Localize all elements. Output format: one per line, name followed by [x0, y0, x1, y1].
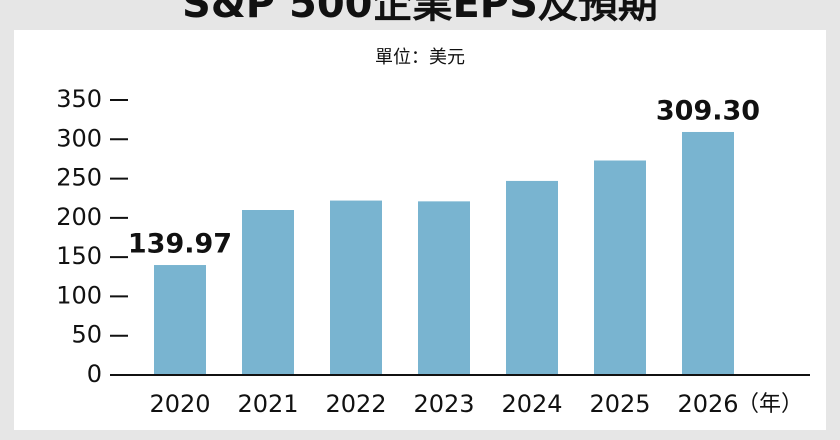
- x-tick-label: 2026: [677, 390, 738, 418]
- bar: [330, 200, 382, 375]
- x-tick-label: 2021: [237, 390, 298, 418]
- chart-title: S&P 500企業EPS及預期: [182, 0, 658, 27]
- y-tick-label: 350: [56, 85, 102, 113]
- value-label: 309.30: [656, 95, 760, 126]
- x-tick-label: 2022: [325, 390, 386, 418]
- x-axis-label: （年）: [737, 392, 803, 417]
- y-tick-label: 100: [56, 281, 102, 309]
- y-tick-label: 50: [71, 321, 102, 349]
- y-tick-label: 0: [87, 360, 102, 388]
- bar: [418, 201, 470, 375]
- bar: [682, 131, 734, 375]
- bar: [154, 265, 206, 375]
- y-tick-label: 150: [56, 242, 102, 270]
- x-tick-label: 2025: [589, 390, 650, 418]
- value-label: 139.97: [128, 229, 232, 260]
- bar: [242, 210, 294, 375]
- x-tick-label: 2023: [413, 390, 474, 418]
- x-tick-label: 2020: [149, 390, 210, 418]
- y-tick-label: 200: [56, 203, 102, 231]
- bar: [506, 180, 558, 375]
- y-tick-label: 300: [56, 124, 102, 152]
- x-tick-label: 2024: [501, 390, 562, 418]
- unit-label: 單位：美元: [375, 47, 465, 68]
- y-tick-label: 250: [56, 164, 102, 192]
- bar: [594, 160, 646, 375]
